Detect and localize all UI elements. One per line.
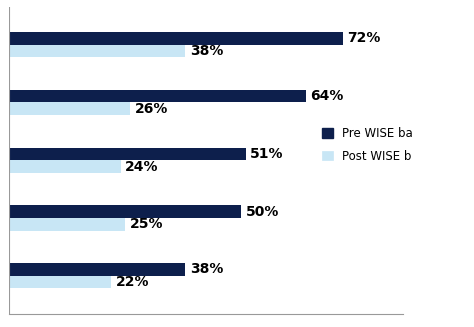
- Text: 51%: 51%: [250, 147, 283, 161]
- Text: 22%: 22%: [116, 275, 149, 289]
- Text: 26%: 26%: [135, 102, 168, 116]
- Text: 24%: 24%: [125, 160, 159, 174]
- Bar: [9, 205, 241, 218]
- Bar: [9, 90, 306, 102]
- Bar: [9, 32, 343, 45]
- Bar: [9, 160, 120, 173]
- Text: 38%: 38%: [190, 44, 223, 58]
- Text: 64%: 64%: [310, 89, 344, 103]
- Text: 38%: 38%: [190, 263, 223, 276]
- Legend: Pre WISE ba, Post WISE b: Pre WISE ba, Post WISE b: [322, 127, 413, 163]
- Text: 50%: 50%: [246, 205, 279, 219]
- Bar: [9, 45, 185, 57]
- Bar: [9, 263, 185, 276]
- Bar: [9, 102, 130, 115]
- Bar: [9, 276, 111, 288]
- Text: 25%: 25%: [130, 217, 164, 232]
- Bar: [9, 218, 125, 231]
- Text: 72%: 72%: [347, 31, 381, 45]
- Bar: [9, 147, 246, 160]
